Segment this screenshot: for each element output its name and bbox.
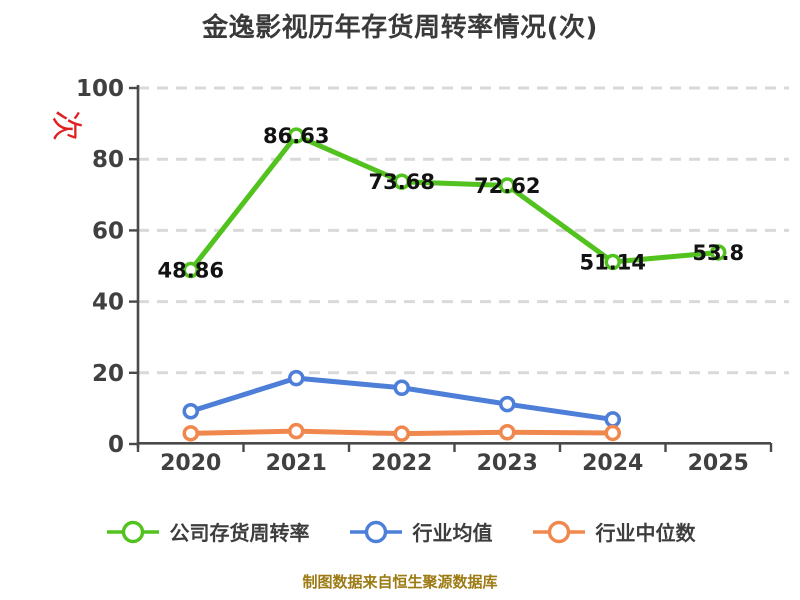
data-point-industry-avg-2023: [499, 395, 516, 413]
series-line-company: [188, 133, 721, 273]
data-point-industry-median-2022: [393, 425, 410, 442]
data-point-industry-median-2021: [288, 422, 305, 440]
data-label-company-2025: 53.8: [692, 241, 744, 265]
legend-label: 公司存货周转率: [169, 521, 310, 545]
data-point-company-2023: [499, 177, 516, 194]
line-marker-icon: [106, 520, 159, 543]
data-point-industry-median-2020: [182, 425, 199, 442]
legend-label: 行业均值: [412, 521, 493, 545]
data-label-company-2020: 48.86: [158, 259, 224, 283]
legend: 公司存货周转率 行业均值 行业中位数: [0, 517, 800, 546]
data-label-company-2023: 72.62: [474, 174, 540, 198]
y-tick-label: 40: [92, 290, 124, 316]
chart-title: 金逸影视历年存货周转率情况(次): [202, 13, 598, 43]
y-tick-label: 80: [92, 147, 124, 173]
x-tick-label: 2023: [477, 451, 538, 476]
x-tick-label: 2025: [688, 451, 749, 476]
data-point-company-2025: [710, 244, 727, 261]
data-point-company-2021: [288, 127, 305, 144]
data-point-industry-avg-2020: [182, 402, 199, 420]
data-point-company-2022: [393, 173, 410, 190]
legend-item-industry-median[interactable]: 行业中位数: [531, 517, 696, 546]
x-tick-label: 2022: [371, 451, 432, 476]
data-point-industry-avg-2022: [393, 379, 410, 397]
chart-footer: 制图数据来自恒生聚源数据库: [302, 573, 498, 591]
line-marker-icon: [532, 520, 585, 543]
data-point-industry-median-2024: [604, 424, 621, 442]
x-tick-label: 2020: [160, 451, 221, 476]
line-marker-icon: [349, 520, 402, 543]
y-tick-label: 60: [92, 218, 124, 244]
data-label-company-2022: 73.68: [369, 170, 435, 194]
y-tick-label: 0: [108, 432, 124, 458]
data-point-company-2020: [182, 261, 199, 279]
data-label-company-2024: 51.14: [580, 250, 646, 274]
x-tick-label: 2021: [266, 451, 327, 476]
y-tick-label: 20: [92, 361, 124, 387]
legend-item-company[interactable]: 公司存货周转率: [105, 517, 310, 546]
legend-label: 行业中位数: [595, 521, 696, 545]
legend-item-industry-avg[interactable]: 行业均值: [348, 517, 493, 546]
data-label-company-2021: 86.63: [263, 124, 329, 148]
y-tick-label: 100: [76, 76, 124, 102]
data-point-industry-avg-2021: [288, 369, 305, 387]
data-point-company-2024: [604, 253, 621, 271]
data-point-industry-avg-2024: [604, 411, 621, 428]
x-tick-label: 2024: [582, 451, 643, 476]
data-point-industry-median-2023: [499, 424, 516, 441]
